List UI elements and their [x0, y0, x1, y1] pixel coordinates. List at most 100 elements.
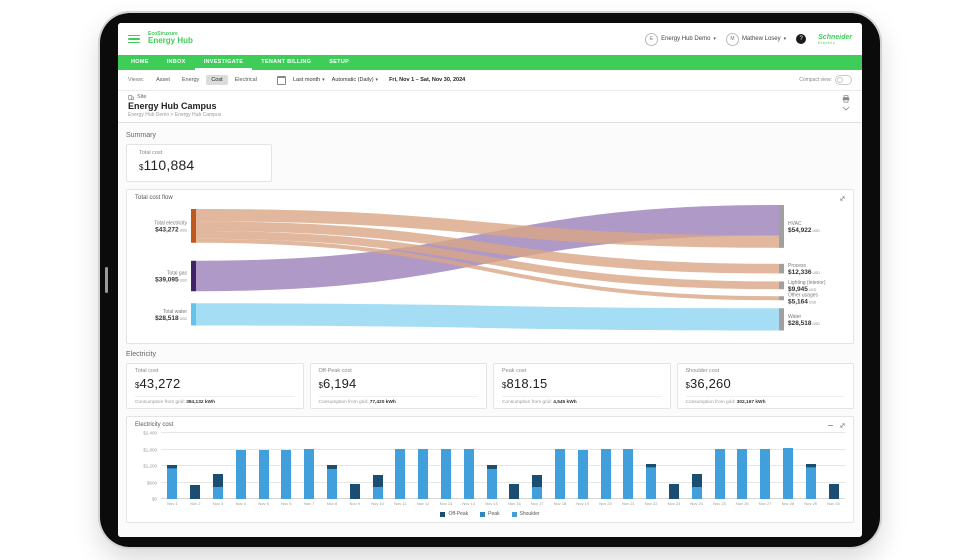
legend-item-peak[interactable]: Peak: [480, 511, 500, 517]
expand-icon[interactable]: [839, 422, 846, 429]
sankey-target-node: [779, 308, 784, 331]
nav-tab-investigate[interactable]: INVESTIGATE: [194, 55, 253, 70]
bar-nov-11: [395, 448, 406, 499]
menu-icon[interactable]: [128, 34, 140, 44]
sankey-node-value: $28,518USD: [155, 315, 187, 322]
summary-heading: Summary: [126, 132, 156, 139]
nav-tab-tenant-billing[interactable]: TENANT BILLING: [261, 58, 312, 65]
nav-tab-setup[interactable]: SETUP: [329, 58, 350, 65]
bar-plot: [161, 432, 845, 499]
bar-segment-off-peak: [349, 484, 360, 499]
site-type-label: Site: [137, 94, 147, 100]
nav-tab-home[interactable]: HOME: [131, 58, 149, 65]
x-tick-label: Nov 22: [644, 501, 658, 506]
bar-segment-shoulder: [532, 486, 543, 499]
date-range[interactable]: Fri, Nov 1 – Sat, Nov 30, 2024: [389, 77, 466, 83]
bar-nov-28: [782, 448, 793, 499]
expand-icon[interactable]: [839, 195, 846, 202]
chart-menu-icon[interactable]: [827, 422, 834, 429]
bar-segment-off-peak: [167, 464, 178, 468]
x-tick-label: Nov 10: [371, 501, 384, 506]
bar-segment-shoulder: [304, 448, 315, 499]
x-tick-label: Nov 13: [439, 501, 453, 506]
gridline: [161, 481, 845, 483]
granularity-select[interactable]: Automatic (Daily) ▾: [331, 77, 379, 83]
stat-card-peak-cost: Peak cost $818.15 Consumption from grid: 4…: [493, 363, 671, 409]
print-icon[interactable]: [842, 95, 850, 103]
bar-nov-4: [235, 449, 246, 499]
bar-nov-14: [463, 448, 474, 499]
sankey-target-node: [779, 263, 784, 274]
site-icon: [128, 94, 134, 100]
org-avatar: E: [645, 32, 659, 46]
x-tick-label: Nov 23: [667, 501, 681, 506]
legend-swatch: [480, 511, 486, 517]
electricity-cost-card: Electricity cost $0 $600 $1,200 $1,800 $2,40…: [126, 416, 854, 523]
bar-nov-15: [486, 465, 497, 499]
sankey-source-node: [191, 260, 196, 292]
legend-swatch: [440, 511, 446, 517]
app-header: EcoStruxure Energy Hub E Energy Hub Demo…: [118, 23, 862, 55]
x-tick-label: Nov 11: [394, 501, 407, 506]
view-tab-cost[interactable]: Cost: [206, 75, 228, 85]
site-header: Site Energy Hub Campus Energy Hub Demo >…: [118, 91, 862, 123]
bar-segment-shoulder: [691, 486, 702, 499]
x-tick-label: Nov 16: [508, 501, 521, 506]
sankey-node-label: Total water: [163, 309, 188, 315]
bar-segment-peak: [646, 467, 657, 469]
view-tab-asset[interactable]: Asset: [156, 77, 170, 83]
compact-view-toggle[interactable]: [835, 75, 852, 85]
bar-nov-8: [326, 465, 337, 499]
legend-item-shoulder[interactable]: Shoulder: [511, 511, 540, 517]
view-tab-energy[interactable]: Energy: [181, 77, 200, 83]
x-tick-label: Nov 15: [485, 501, 498, 506]
chevron-down-icon: ▾: [322, 77, 325, 83]
x-tick-label: Nov 17: [530, 501, 544, 506]
x-tick-label: Nov 19: [576, 501, 590, 506]
total-cost-flow-card: Total cost flow Total electricity $43,272…: [126, 189, 854, 344]
sankey-flow: [196, 303, 779, 331]
period-select[interactable]: Last month ▾: [292, 77, 325, 83]
x-tick-label: Nov 29: [804, 501, 818, 506]
sankey-source-node: [191, 209, 196, 243]
bar-segment-shoulder: [418, 449, 429, 499]
org-name: Energy Hub Demo: [661, 36, 711, 42]
sankey-node-label: HVAC: [788, 221, 802, 227]
x-axis: Nov 1 Nov 2 Nov 3 Nov 4 Nov 5 Nov 6 Nov 7 Nov 8…: [161, 501, 845, 506]
view-tab-electrical[interactable]: Electrical: [234, 77, 257, 83]
main-nav: HOME INBOX INVESTIGATE TENANT BILLING SETUP: [118, 55, 862, 70]
x-tick-label: Nov 14: [462, 501, 476, 506]
user-avatar: M: [725, 32, 739, 46]
bar-nov-25: [714, 448, 725, 499]
sankey-title: Total cost flow: [135, 195, 173, 201]
bar-nov-29: [805, 464, 816, 499]
bar-segment-shoulder: [235, 449, 246, 499]
nav-tab-inbox[interactable]: INBOX: [166, 58, 186, 65]
sankey-source-node: [191, 303, 196, 326]
stat-card-off-peak-cost: Off-Peak cost $6,194 Consumption from grid…: [309, 363, 487, 409]
total-cost-value: $110,884: [139, 157, 195, 173]
help-icon[interactable]: ?: [796, 34, 807, 44]
sankey-flow: [196, 230, 779, 290]
sankey-flow: [196, 221, 779, 274]
bar-nov-6: [281, 449, 292, 499]
user-selector[interactable]: M Mathew Losey ▾: [725, 32, 786, 46]
product-name: Energy Hub: [148, 36, 193, 46]
bar-segment-shoulder: [486, 469, 497, 499]
bar-segment-off-peak: [190, 484, 201, 499]
bar-segment-shoulder: [440, 449, 451, 499]
org-selector[interactable]: E Energy Hub Demo ▾: [645, 32, 716, 46]
bar-segment-off-peak: [372, 474, 383, 488]
sankey-node-label: Total electricity: [154, 220, 187, 226]
collapse-chevron-icon[interactable]: [842, 106, 850, 111]
tablet-frame: EcoStruxure Energy Hub E Energy Hub Demo…: [100, 13, 880, 547]
bar-segment-off-peak: [828, 483, 839, 499]
bar-nov-7: [304, 448, 315, 499]
bar-nov-12: [418, 449, 429, 499]
sankey-node-label: Process: [788, 263, 807, 269]
legend-item-off-peak[interactable]: Off-Peak: [440, 511, 468, 517]
bar-chart-title: Electricity cost: [135, 422, 174, 428]
gridline: [161, 465, 845, 466]
x-tick-label: Nov 3: [212, 501, 224, 506]
sankey-node-value: $5,164USD: [788, 299, 817, 306]
